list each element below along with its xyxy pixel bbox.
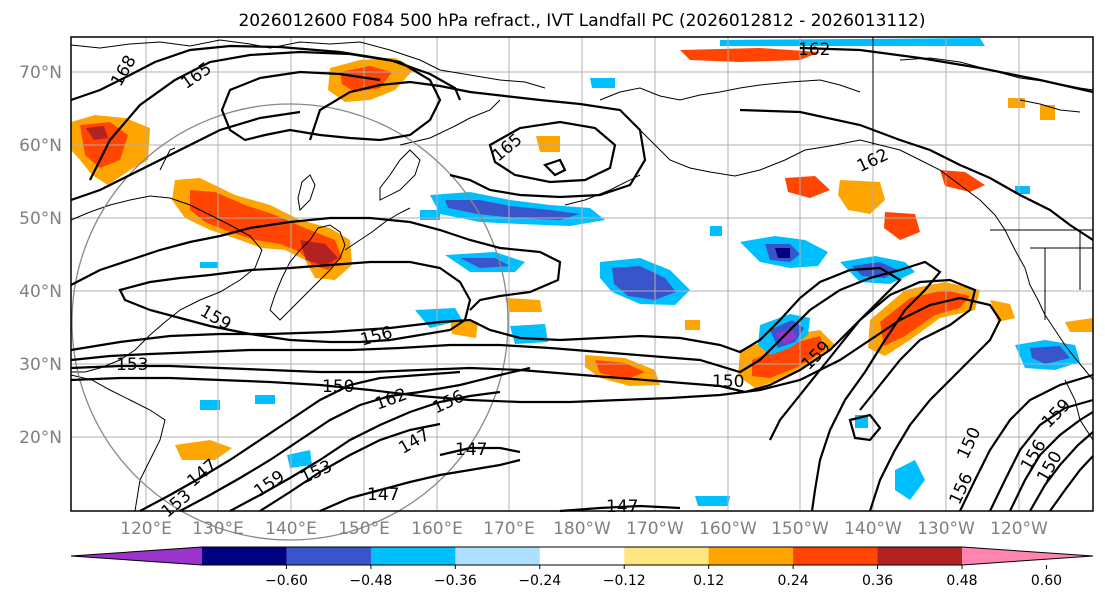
landfall-region-circle [71,103,509,541]
colorbar-segment [793,547,879,565]
lat-label: 60°N [19,136,62,156]
shading-layer [71,38,1093,506]
lat-label: 40°N [19,282,62,302]
colorbar: −0.60 −0.48 −0.36 −0.24 −0.12 0.12 0.24 0.36 0.4… [70,546,1094,589]
lat-label: 70°N [19,63,62,83]
figure-title: 2026012600 F084 500 hPa refract., IVT La… [238,11,925,31]
lon-label: 130°E [192,519,244,539]
lat-label: 20°N [19,428,62,448]
colorbar-tick-label: −0.48 [349,573,392,589]
lon-label: 130°W [917,519,975,539]
colorbar-segment [370,547,456,565]
lon-label: 140°E [265,519,317,539]
colorbar-segment [624,547,710,565]
colorbar-outline [70,546,1094,566]
contour-label: 150 [322,377,354,397]
lon-label: 170°E [483,519,535,539]
latitude-labels: 70°N 60°N 50°N 40°N 30°N 20°N [19,63,62,448]
colorbar-tick-label: −0.12 [603,573,646,589]
colorbar-tick-label: −0.24 [518,573,561,589]
height-contours [70,44,1094,513]
lon-label: 120°W [990,519,1048,539]
colorbar-segment [877,547,963,565]
colorbar-segment [455,547,541,565]
contour-label: 147 [455,440,487,460]
contour-label: 147 [367,485,399,505]
colorbar-tick-label: −0.36 [434,573,477,589]
lat-label: 50°N [19,209,62,229]
contour-label: 153 [116,355,148,375]
colorbar-segment [962,547,1093,565]
colorbar-segment [71,547,202,565]
colorbar-tick-label: −0.60 [265,573,308,589]
colorbar-tick-label: 0.24 [778,573,809,589]
map-frame [70,36,1094,512]
map-panel: 168 165 162 165 162 159 156 153 150 162 … [70,36,1094,541]
colorbar-segment [286,547,372,565]
lon-label: 150°W [771,519,829,539]
colorbar-segment [539,547,625,565]
lon-label: 120°E [120,519,172,539]
longitude-labels: 120°E 130°E 140°E 150°E 160°E 170°E 180°… [120,519,1048,539]
contour-label: 162 [798,40,830,60]
contour-label: 150 [712,372,744,392]
lon-label: 170°W [626,519,684,539]
lon-label: 180°W [553,519,611,539]
lat-label: 30°N [19,355,62,375]
lon-label: 140°W [844,519,902,539]
contour-label: 147 [606,497,638,517]
lon-label: 150°E [338,519,390,539]
colorbar-tick-label: 0.48 [946,573,977,589]
colorbar-segment [708,547,794,565]
colorbar-tick-label: 0.36 [862,573,893,589]
lon-label: 160°E [411,519,463,539]
colorbar-tick-label: 0.12 [693,573,724,589]
lon-label: 160°W [699,519,757,539]
colorbar-tick-label: 0.60 [1031,573,1062,589]
colorbar-segment [202,547,287,565]
